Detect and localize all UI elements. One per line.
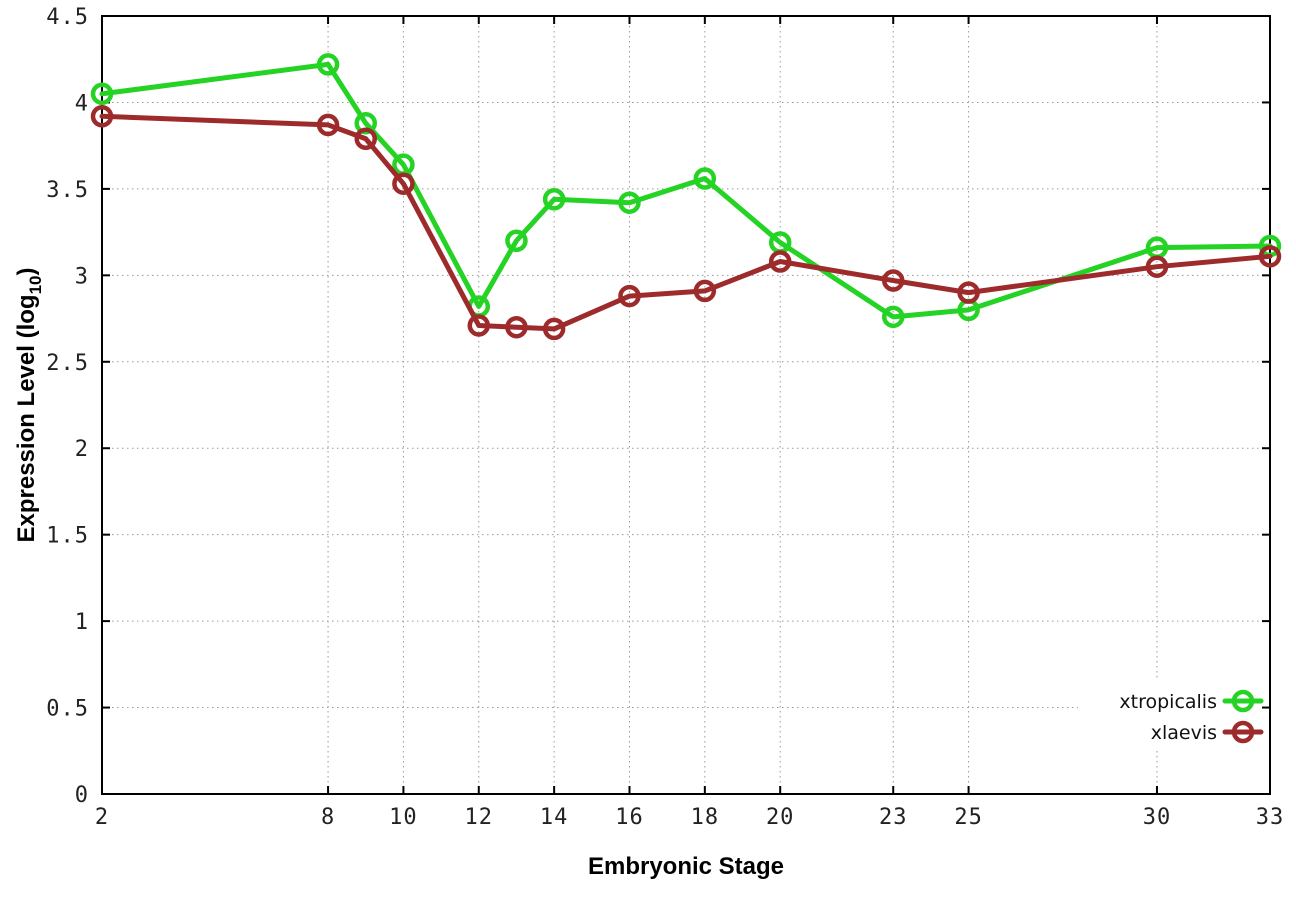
- data-point-xlaevis: [1145, 255, 1169, 278]
- data-point-xlaevis: [354, 127, 377, 151]
- y-tick-label: 4: [75, 91, 89, 116]
- plot-area: 2 8 10 12 14 16 18 20 23 25 30 33 0 0.5 1 1.5 2 2.5 3 3.5 4 4…: [46, 5, 1285, 830]
- legend-box: [1078, 681, 1262, 751]
- y-tick-label: 3: [75, 264, 89, 289]
- x-tick-label: 12: [465, 805, 494, 830]
- y-tick-label: 3.5: [46, 178, 89, 203]
- y-axis-title-subscript: 10: [26, 276, 45, 295]
- data-point-xtropicalis: [542, 188, 566, 211]
- x-tick-label: 30: [1143, 805, 1172, 830]
- data-point-xlaevis: [693, 279, 717, 303]
- data-point-xtropicalis: [90, 82, 114, 106]
- legend-marker-circle: [1231, 720, 1255, 744]
- series-line-xlaevis: [99, 113, 1273, 332]
- y-tick-label: 2: [75, 437, 89, 462]
- x-tick-label: 8: [321, 805, 335, 830]
- x-tick-label: 16: [615, 805, 644, 830]
- y-tick-label: 2.5: [46, 351, 89, 376]
- data-point-xlaevis: [768, 250, 792, 273]
- y-tick-label: 1: [75, 610, 89, 635]
- data-point-xlaevis: [542, 317, 566, 341]
- data-point-xlaevis: [392, 172, 415, 195]
- x-tick-label: 23: [879, 805, 908, 830]
- data-point-xtropicalis: [881, 305, 905, 329]
- data-point-xlaevis: [467, 314, 491, 337]
- x-tick-label: 33: [1256, 805, 1285, 830]
- plot-border: [101, 15, 1271, 795]
- x-tick-label: 18: [691, 805, 720, 830]
- data-point-xlaevis: [316, 113, 340, 137]
- data-point-xtropicalis: [354, 111, 377, 135]
- data-point-xlaevis: [881, 269, 905, 292]
- data-point-xlaevis: [957, 281, 980, 304]
- data-point-xtropicalis: [618, 191, 641, 214]
- y-tick-label: 1.5: [46, 524, 89, 549]
- x-tick-label: 10: [389, 805, 418, 830]
- legend-marker-circle: [1231, 689, 1255, 713]
- data-point-xlaevis: [90, 105, 114, 128]
- y-tick-label: 0.5: [46, 697, 89, 722]
- legend-label-xlaevis: xlaevis: [1151, 722, 1217, 744]
- y-axis-title: Expression Level (log10): [13, 268, 45, 543]
- x-tick-label: 20: [766, 805, 795, 830]
- y-tick-label: 0: [75, 783, 89, 808]
- data-point-xlaevis: [618, 284, 641, 308]
- y-tick-label: 4.5: [46, 5, 89, 30]
- data-point-xtropicalis: [693, 167, 717, 190]
- x-tick-label: 25: [954, 805, 983, 830]
- x-tick-label: 2: [95, 805, 109, 830]
- y-axis-title-suffix: ): [13, 268, 40, 276]
- data-point-xlaevis: [1258, 245, 1282, 268]
- x-axis-title: Embryonic Stage: [588, 853, 784, 880]
- data-point-xtropicalis: [505, 229, 528, 253]
- x-tick-label: 14: [540, 805, 569, 830]
- legend-label-xtropicalis: xtropicalis: [1119, 691, 1217, 713]
- y-axis-title-prefix: Expression Level (log: [13, 294, 40, 542]
- data-point-xlaevis: [505, 315, 528, 339]
- data-point-xtropicalis: [316, 53, 340, 76]
